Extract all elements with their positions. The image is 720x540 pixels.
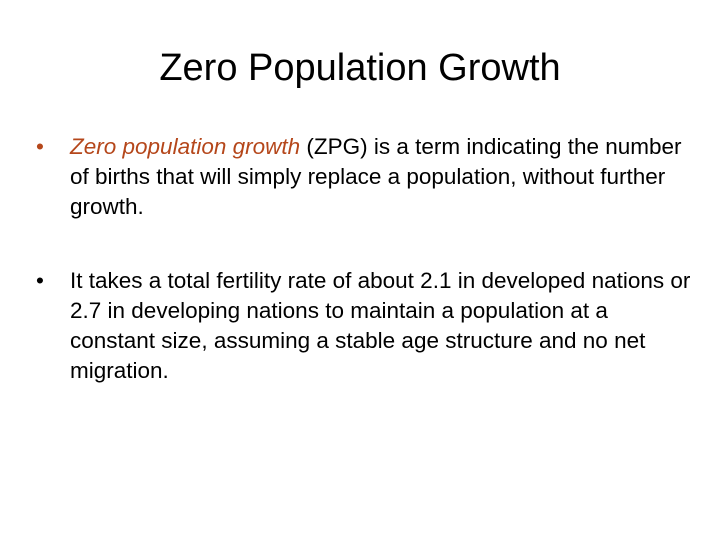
bullet-list: • Zero population growth (ZPG) is a term…: [36, 132, 696, 386]
slide-title: Zero Population Growth: [159, 47, 561, 89]
bullet-icon: •: [36, 268, 44, 293]
highlighted-term: Zero population growth: [70, 134, 301, 159]
bullet-text: (ZPG) is a term indicating the number of…: [70, 134, 682, 219]
bullet-text: It takes a total fertility rate of about…: [70, 268, 691, 383]
bullet-item-fertility-rate: • It takes a total fertility rate of abo…: [36, 266, 696, 386]
bullet-icon: •: [36, 134, 44, 159]
bullet-item-zpg-definition: • Zero population growth (ZPG) is a term…: [36, 132, 696, 222]
